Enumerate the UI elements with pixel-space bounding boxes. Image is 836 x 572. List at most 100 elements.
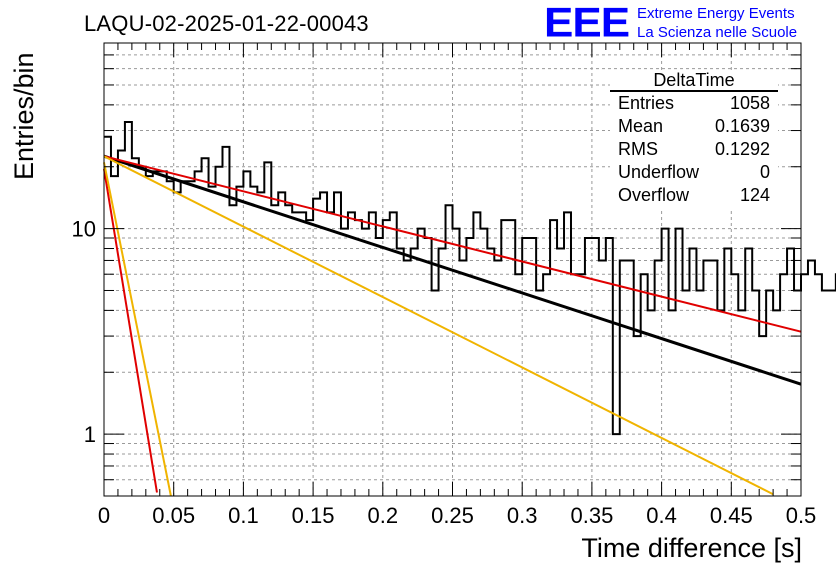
histogram-bin: [766, 290, 773, 496]
histogram-bin: [174, 192, 181, 496]
histogram-bin: [738, 310, 745, 496]
x-tick-label: 0.35: [570, 503, 613, 528]
x-tick-label: 0.5: [786, 503, 817, 528]
histogram-bin: [822, 290, 829, 496]
histogram-bin: [473, 212, 480, 496]
histogram-bin: [606, 238, 613, 496]
histogram-bin: [480, 229, 487, 496]
stats-value: 0.1292: [714, 139, 770, 159]
stats-value: 0.1639: [714, 116, 770, 136]
y-tick-label: 1: [84, 422, 96, 447]
histogram-bin: [508, 220, 515, 496]
histogram-bin: [243, 171, 250, 496]
histogram-bin: [731, 274, 738, 496]
histogram-bin: [662, 229, 669, 496]
stats-label: RMS: [618, 139, 658, 159]
histogram-bin: [195, 171, 202, 496]
x-tick-label: 0.2: [368, 503, 399, 528]
histogram-bin: [376, 238, 383, 496]
histogram-bin: [487, 249, 494, 496]
histogram-bin: [794, 290, 801, 496]
stats-value: 0: [759, 162, 770, 182]
eee-logo: EEE: [544, 0, 630, 46]
stats-value: 1058: [729, 93, 770, 113]
histogram-bin: [418, 229, 425, 496]
histogram-bin: [676, 229, 683, 496]
stats-row-underflow: Underflow 0: [618, 162, 770, 184]
histogram-bin: [571, 274, 578, 496]
histogram-bin: [564, 212, 571, 496]
fit-line: [103, 168, 158, 493]
histogram-bin: [557, 249, 564, 496]
stats-value: 124: [739, 185, 770, 205]
stats-row-overflow: Overflow 124: [618, 185, 770, 207]
histogram-bin: [613, 434, 620, 496]
histogram-bin: [592, 238, 599, 496]
histogram-bin: [229, 205, 236, 496]
histogram-bin: [627, 260, 634, 496]
x-tick-label: 0.4: [646, 503, 677, 528]
histogram-bin: [829, 290, 836, 496]
histogram-bin: [320, 192, 327, 496]
fit-lines: [103, 154, 802, 497]
histogram-bin: [167, 181, 174, 496]
stats-row-entries: Entries 1058: [618, 93, 770, 115]
histogram-bin: [529, 238, 536, 496]
histogram-bin: [696, 290, 703, 496]
histogram-bin: [745, 249, 752, 496]
histogram-bin: [620, 260, 627, 496]
histogram-bin: [599, 260, 606, 496]
histogram-bin: [515, 274, 522, 496]
stats-label: Underflow: [618, 162, 700, 182]
histogram-bin: [759, 336, 766, 496]
histogram-series: [104, 121, 836, 496]
histogram-bin: [181, 181, 188, 496]
histogram-bin: [222, 147, 229, 496]
histogram-bin: [411, 249, 418, 496]
y-axis-label: Entries/bin: [9, 52, 39, 180]
histogram-bin: [362, 229, 369, 496]
x-tick-label: 0.45: [710, 503, 753, 528]
histogram-bin: [453, 229, 460, 496]
histogram-bin: [348, 212, 355, 496]
x-tick-label: 0.15: [292, 503, 335, 528]
x-tick-label: 0.1: [228, 503, 259, 528]
histogram-bin: [404, 260, 411, 496]
histogram-bin: [118, 150, 125, 496]
fit-line: [103, 154, 802, 386]
histogram-bin: [390, 212, 397, 496]
histogram-bin: [543, 274, 550, 496]
histogram-bin: [550, 220, 557, 496]
histogram-bin: [397, 249, 404, 496]
histogram-bin: [459, 260, 466, 496]
histogram-bin: [425, 238, 432, 496]
histogram-bin: [334, 192, 341, 496]
histogram-bin: [439, 249, 446, 496]
logo-line-2: La Scienza nelle Scuole: [637, 24, 798, 41]
histogram-bin: [369, 212, 376, 496]
histogram-bin: [634, 336, 641, 496]
histogram-bin: [801, 274, 808, 496]
histogram-bin: [669, 310, 676, 496]
histogram-bin: [139, 167, 146, 496]
histogram-bin: [536, 290, 543, 496]
histogram-bin: [648, 310, 655, 496]
histogram-bin: [153, 171, 160, 496]
histogram-bin: [188, 181, 195, 496]
fit-line: [103, 155, 774, 496]
histogram-bin: [327, 212, 334, 496]
histogram-bin: [278, 192, 285, 496]
histogram-bin: [257, 192, 264, 496]
histogram-bin: [641, 274, 648, 496]
fit-line: [103, 155, 802, 333]
histogram-bin: [313, 199, 320, 496]
histogram-bin: [773, 310, 780, 496]
histogram-bin: [236, 187, 243, 496]
y-tick-label: 10: [72, 217, 96, 242]
x-axis-label: Time difference [s]: [581, 533, 802, 563]
fit-line: [103, 162, 172, 497]
histogram-bin: [815, 274, 822, 496]
x-tick-label: 0.25: [431, 503, 474, 528]
stats-row-mean: Mean 0.1639: [618, 116, 770, 138]
